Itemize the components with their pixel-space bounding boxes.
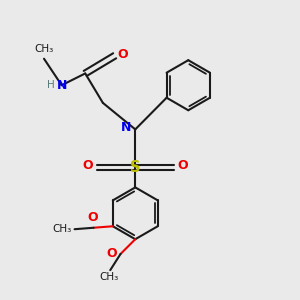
Text: CH₃: CH₃ xyxy=(52,224,72,234)
Text: O: O xyxy=(87,211,98,224)
Text: O: O xyxy=(83,159,94,172)
Text: N: N xyxy=(122,122,132,134)
Text: O: O xyxy=(118,48,128,61)
Text: O: O xyxy=(177,159,188,172)
Text: CH₃: CH₃ xyxy=(34,44,54,54)
Text: O: O xyxy=(106,247,117,260)
Text: CH₃: CH₃ xyxy=(99,272,119,283)
Text: S: S xyxy=(130,160,140,175)
Text: N: N xyxy=(56,79,67,92)
Text: H: H xyxy=(47,80,55,90)
